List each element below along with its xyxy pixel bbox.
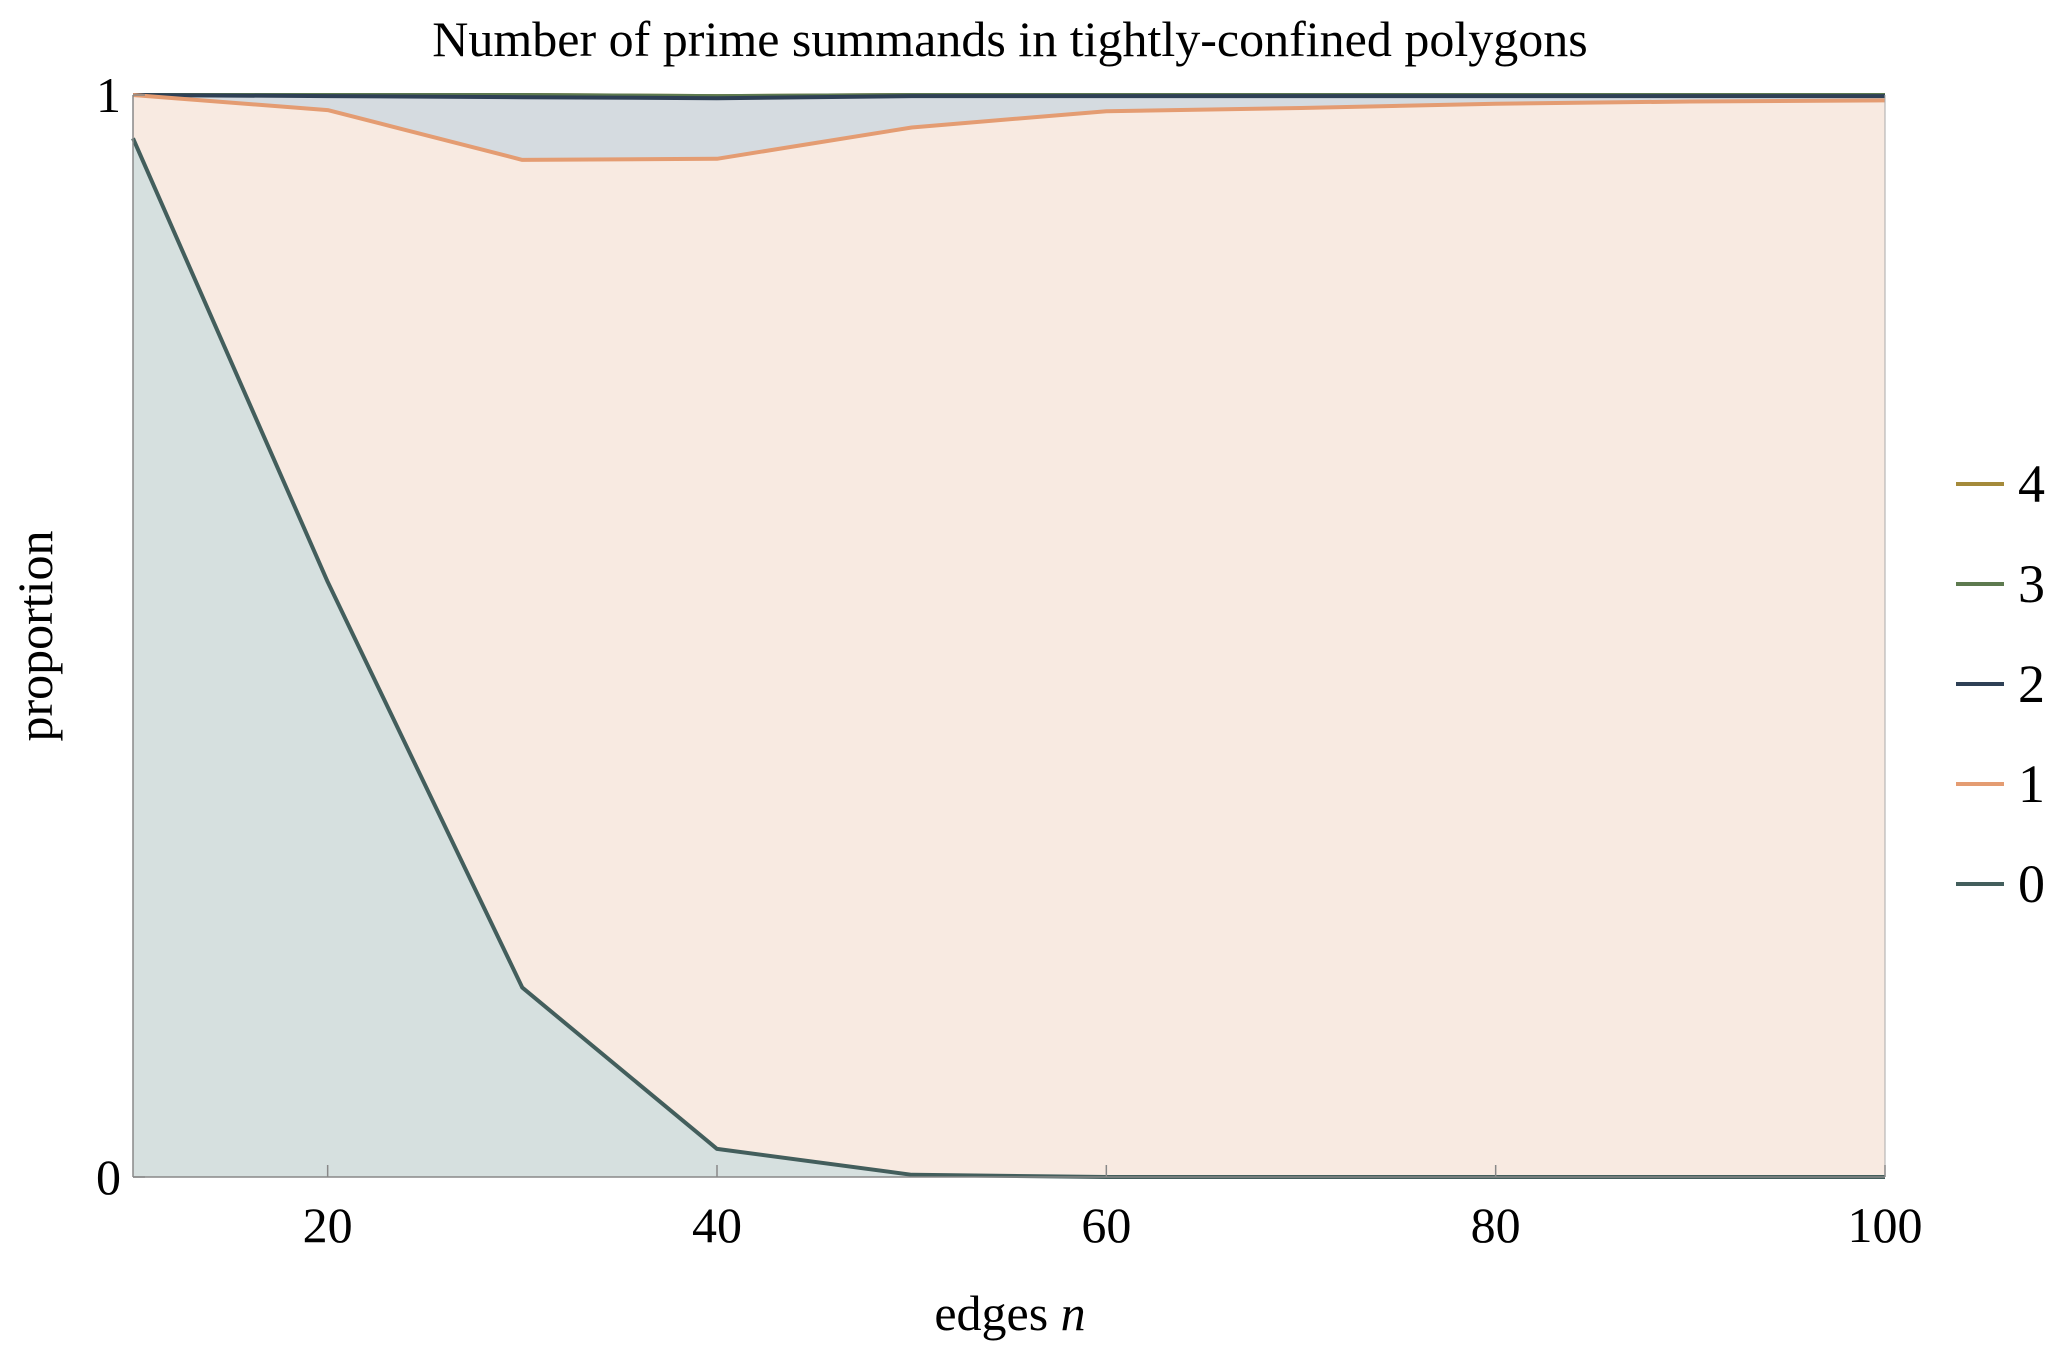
legend-label-2: 2 xyxy=(2018,654,2045,714)
y-tick-label: 0 xyxy=(96,1149,121,1205)
area-series-2 xyxy=(133,95,1885,160)
legend-label-4: 4 xyxy=(2018,454,2045,514)
legend-label-0: 0 xyxy=(2018,854,2045,914)
y-tick-label: 1 xyxy=(96,67,121,123)
x-tick-label: 20 xyxy=(303,1197,353,1253)
y-axis-ticks: 01 xyxy=(96,67,145,1205)
x-tick-label: 40 xyxy=(692,1197,742,1253)
x-axis-label-variable: n xyxy=(1061,1285,1086,1341)
y-axis-label: proportion xyxy=(7,530,63,741)
stacked-areas xyxy=(133,95,1885,1177)
x-tick-label: 100 xyxy=(1848,1197,1923,1253)
x-axis-label: edges n xyxy=(934,1285,1085,1341)
area-series-1 xyxy=(133,95,1885,1177)
x-axis-label-text: edges xyxy=(934,1285,1048,1341)
line-series-1 xyxy=(132,93,1886,162)
x-tick-label: 80 xyxy=(1471,1197,1521,1253)
x-axis-ticks: 20 40 60 80 100 xyxy=(303,1165,1923,1253)
area-series-0 xyxy=(133,138,1885,1177)
legend: 4 3 2 1 0 xyxy=(1956,454,2045,914)
legend-label-1: 1 xyxy=(2018,754,2045,814)
x-tick-label: 60 xyxy=(1081,1197,1131,1253)
chart-title: Number of prime summands in tightly-conf… xyxy=(432,11,1587,67)
line-series-2 xyxy=(132,93,1885,101)
legend-label-3: 3 xyxy=(2018,554,2045,614)
